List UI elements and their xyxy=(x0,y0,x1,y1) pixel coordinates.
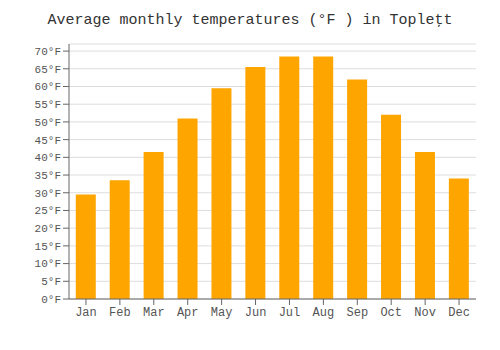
svg-text:60°F: 60°F xyxy=(35,81,61,93)
svg-text:70°F: 70°F xyxy=(35,46,61,58)
svg-text:Apr: Apr xyxy=(177,306,199,320)
svg-text:20°F: 20°F xyxy=(35,223,61,235)
svg-text:25°F: 25°F xyxy=(35,205,61,217)
svg-text:0°F: 0°F xyxy=(41,294,61,306)
svg-text:55°F: 55°F xyxy=(35,99,61,111)
svg-text:50°F: 50°F xyxy=(35,117,61,129)
svg-text:15°F: 15°F xyxy=(35,241,61,253)
svg-text:30°F: 30°F xyxy=(35,188,61,200)
svg-text:10°F: 10°F xyxy=(35,258,61,270)
svg-text:35°F: 35°F xyxy=(35,170,61,182)
svg-text:45°F: 45°F xyxy=(35,135,61,147)
svg-text:40°F: 40°F xyxy=(35,152,61,164)
svg-text:Jul: Jul xyxy=(279,306,301,320)
svg-text:May: May xyxy=(211,306,233,320)
svg-text:Jun: Jun xyxy=(245,306,267,320)
svg-text:5°F: 5°F xyxy=(41,276,61,288)
svg-text:Dec: Dec xyxy=(448,306,470,320)
svg-text:Aug: Aug xyxy=(313,306,335,320)
svg-text:Nov: Nov xyxy=(414,306,436,320)
svg-text:Oct: Oct xyxy=(380,306,402,320)
svg-text:Jan: Jan xyxy=(75,306,97,320)
svg-text:Mar: Mar xyxy=(143,306,165,320)
html-text:Average monthly temperatures (: Average monthly temperatures (°F ) in To… xyxy=(47,12,453,29)
svg-text:65°F: 65°F xyxy=(35,64,61,76)
svg-text:Sep: Sep xyxy=(346,306,368,320)
svg-text:Feb: Feb xyxy=(109,306,131,320)
